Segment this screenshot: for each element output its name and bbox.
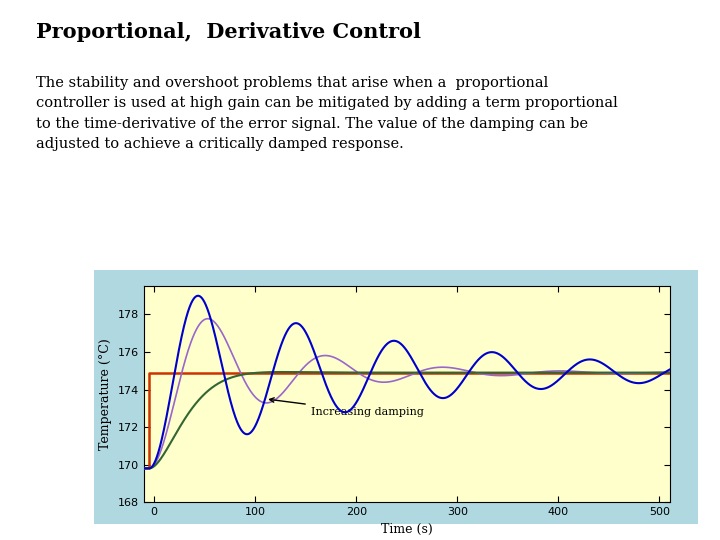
Text: Proportional,  Derivative Control: Proportional, Derivative Control: [36, 22, 421, 42]
Text: The stability and overshoot problems that arise when a  proportional
controller : The stability and overshoot problems tha…: [36, 76, 618, 151]
Y-axis label: Temperature (°C): Temperature (°C): [99, 339, 112, 450]
X-axis label: Time (s): Time (s): [381, 523, 433, 536]
Text: Increasing damping: Increasing damping: [269, 398, 423, 417]
